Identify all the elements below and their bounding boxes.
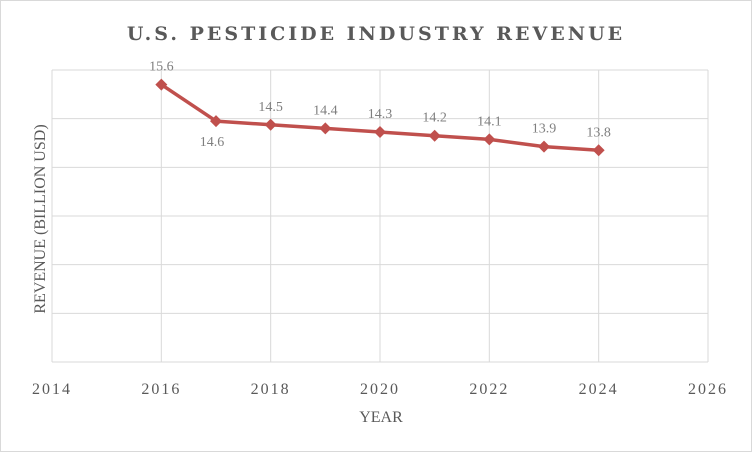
x-tick-label: 2026 bbox=[688, 381, 728, 398]
data-label: 14.5 bbox=[258, 100, 283, 115]
data-point bbox=[592, 144, 605, 157]
chart-title: U.S. PESTICIDE INDUSTRY REVENUE bbox=[127, 23, 625, 45]
x-tick-label: 2022 bbox=[469, 381, 509, 398]
data-point bbox=[538, 140, 550, 153]
data-label: 13.9 bbox=[532, 122, 557, 137]
x-tick-label: 2024 bbox=[579, 381, 619, 398]
data-label: 14.6 bbox=[200, 135, 225, 150]
data-label: 14.4 bbox=[313, 103, 338, 118]
x-axis-title: YEAR bbox=[359, 409, 403, 426]
x-tick-label: 2018 bbox=[251, 381, 291, 398]
data-labels: 15.6 14.6 14.5 14.4 14.3 14.2 14.1 13.9 13.8 bbox=[149, 60, 611, 151]
data-label: 14.1 bbox=[477, 114, 502, 129]
y-axis-title: REVENUE (BILLION USD) bbox=[32, 124, 49, 313]
data-point bbox=[483, 133, 496, 146]
data-label: 13.8 bbox=[586, 125, 611, 140]
x-tick-label: 2014 bbox=[32, 381, 72, 398]
data-point bbox=[319, 122, 332, 135]
series bbox=[155, 78, 605, 157]
data-point bbox=[428, 129, 441, 142]
data-point bbox=[264, 118, 277, 131]
x-tick-label: 2020 bbox=[360, 381, 400, 398]
data-label: 15.6 bbox=[149, 60, 174, 75]
x-tick-label: 2016 bbox=[141, 381, 181, 398]
data-label: 14.3 bbox=[368, 107, 393, 122]
x-tick-labels: 2014 2016 2018 2020 2022 2024 2026 bbox=[32, 381, 728, 398]
data-point bbox=[210, 115, 222, 128]
data-point bbox=[155, 78, 168, 91]
data-label: 14.2 bbox=[422, 111, 447, 126]
grid bbox=[51, 69, 709, 363]
data-point bbox=[374, 126, 386, 139]
